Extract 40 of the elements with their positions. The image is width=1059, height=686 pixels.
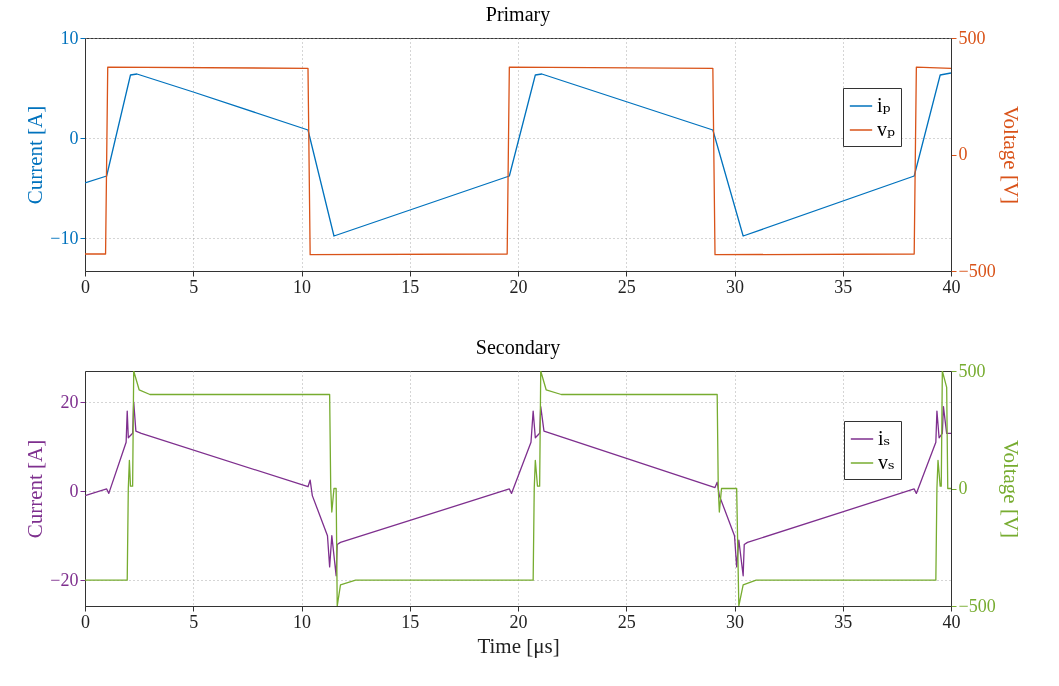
x-tick-label: 30: [726, 611, 744, 632]
y-tick-label: −10: [50, 227, 79, 248]
x-tick-label: 20: [509, 276, 528, 297]
legend-label: iₛ: [878, 427, 891, 449]
y-axis-title: Current [A]: [23, 439, 48, 539]
x-tick-label: 30: [726, 276, 744, 297]
y2-tick-label: −500: [958, 595, 996, 616]
x-tick-label: 10: [293, 611, 311, 632]
x-tick-label: 35: [834, 276, 853, 297]
x-tick-label: 40: [942, 611, 961, 632]
y2-tick-label: 0: [958, 478, 968, 498]
y2-axis-title: Voltage [V]: [998, 439, 1023, 539]
x-tick-label: 10: [293, 276, 311, 297]
x-tick-label: 35: [834, 611, 853, 632]
x-tick-label: 15: [401, 276, 420, 297]
y-tick-label: −20: [50, 569, 79, 590]
y-tick-label: 0: [69, 127, 79, 148]
line-series: [85, 401, 951, 577]
legend-label: vₚ: [877, 118, 895, 140]
chart-title: Primary: [485, 3, 551, 26]
x-axis-title: Time [μs]: [477, 633, 560, 658]
x-tick-label: 5: [189, 611, 199, 632]
x-tick-label: 25: [617, 276, 636, 297]
y-tick-label: 20: [60, 391, 79, 412]
x-tick-label: 20: [509, 611, 528, 632]
y-tick-label: 0: [69, 480, 79, 501]
chart-title: Secondary: [475, 336, 561, 359]
x-tick-label: 15: [401, 611, 420, 632]
legend-label: iₚ: [877, 94, 891, 116]
y2-axis-title: Voltage [V]: [998, 105, 1023, 205]
y2-tick-label: 500: [958, 360, 986, 381]
y2-tick-label: −500: [958, 260, 996, 281]
x-tick-label: 25: [617, 611, 636, 632]
legend-label: vₛ: [878, 451, 895, 473]
y2-tick-label: 500: [958, 27, 986, 48]
x-tick-label: 40: [942, 276, 961, 297]
y-tick-label: 10: [60, 27, 79, 48]
y-axis-title: Current [A]: [23, 105, 48, 205]
x-tick-label: 5: [189, 276, 199, 297]
y2-tick-label: 0: [958, 144, 968, 164]
